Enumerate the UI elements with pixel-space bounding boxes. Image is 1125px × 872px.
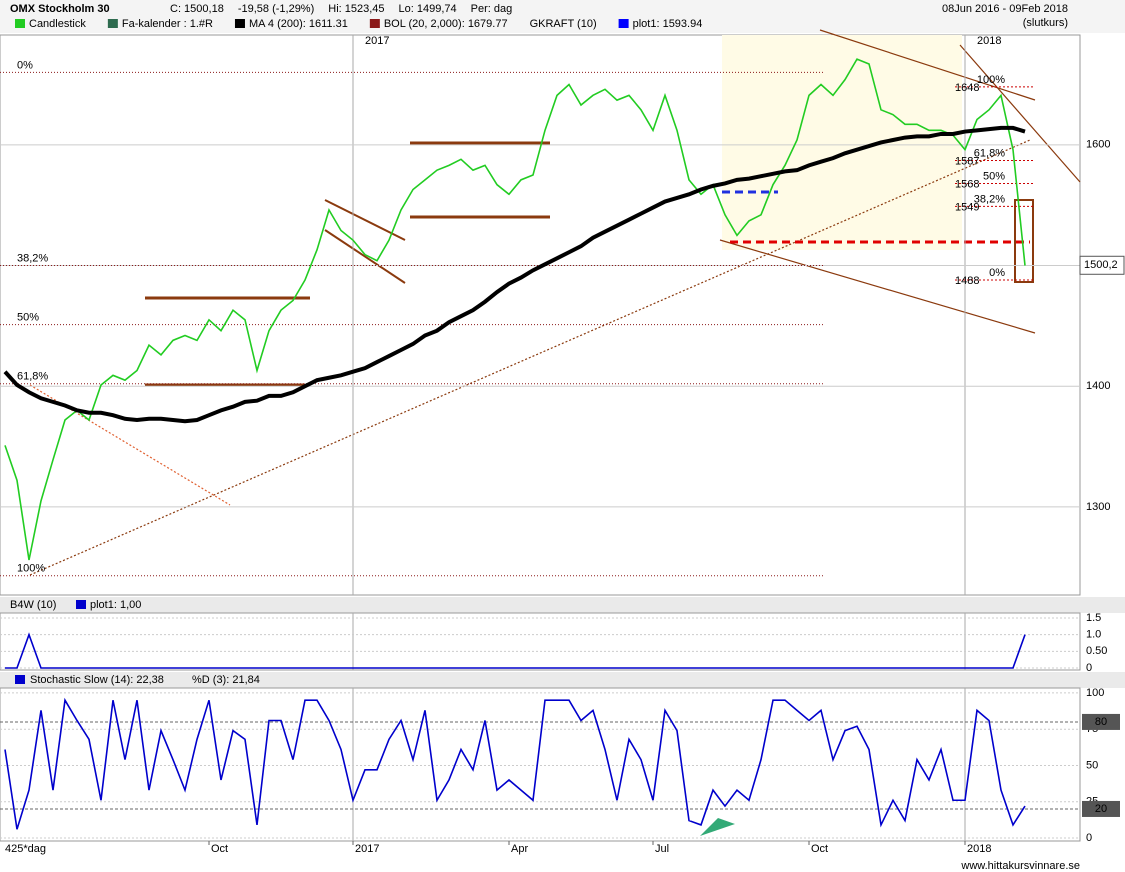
legend-entry: plot1: 1593.94 (633, 18, 703, 30)
legend-swatch (234, 19, 245, 28)
level-box (1082, 713, 1120, 730)
fib-price: 1568 (955, 178, 979, 190)
series-line (3, 125, 1026, 424)
info-item: -19,58 (-1,29%) (238, 3, 314, 15)
fib-level: 61,8% (974, 147, 1005, 159)
info-item: Per: dag (471, 3, 513, 15)
x-tick-label: 2018 (967, 843, 991, 855)
price-tag (1079, 255, 1125, 275)
legend-entry: Fa-kalender : 1.#R (122, 18, 213, 30)
stoch-header (0, 672, 1125, 688)
fib-level: 38,2% (974, 193, 1005, 205)
fib-label: 50% (17, 312, 39, 324)
period-label: 425*dag (5, 843, 46, 855)
y-tick-label: 0 (1086, 662, 1092, 674)
y-tick-label: 0 (1086, 832, 1092, 844)
fib-price: 1549 (955, 201, 979, 213)
x-tick-label: Jul (655, 843, 669, 855)
y-tick-label: 1300 (1086, 501, 1110, 513)
level-label: 80 (1095, 716, 1107, 728)
legend-swatch (107, 19, 118, 28)
stoch-signal: %D (3): 21,84 (192, 674, 260, 686)
signal-arrow (700, 818, 735, 836)
y-tick-label: 100 (1086, 687, 1104, 699)
fib-price: 1587 (955, 155, 979, 167)
legend-entry: MA 4 (200): 1611.31 (249, 18, 348, 30)
instrument-title: OMX Stockholm 30 (10, 3, 110, 15)
fib-level: 50% (983, 170, 1005, 182)
series-line (4, 58, 1026, 561)
y-tick-label: 1.5 (1086, 612, 1101, 624)
fib-level: 0% (989, 267, 1005, 279)
fib-label: 100% (17, 563, 45, 575)
b4w-title: B4W (10) (10, 599, 56, 611)
highlight-zone (722, 35, 962, 250)
fib-label: 61,8% (17, 371, 48, 383)
y-tick-label: 1400 (1086, 380, 1110, 392)
trend-lines (29, 29, 1081, 576)
level-label: 20 (1095, 803, 1107, 815)
fib-level: 100% (977, 74, 1005, 86)
info-item: Lo: 1499,74 (399, 3, 457, 15)
date-range: 08Jun 2016 - 09Feb 2018 (942, 3, 1068, 15)
b4w-header (0, 597, 1125, 613)
fib-label: 0% (17, 59, 33, 71)
legend-swatch (15, 19, 25, 28)
legend-swatch (618, 19, 629, 28)
series-line (4, 697, 1026, 830)
info-item: Hi: 1523,45 (328, 3, 384, 15)
source: www.hittakursvinnare.se (960, 860, 1080, 872)
stoch-panel (0, 687, 1081, 842)
legend-entry: BOL (20, 2,000): 1679.77 (384, 18, 508, 30)
x-tick-label: Apr (511, 843, 528, 855)
price-basis: (slutkurs) (1023, 17, 1068, 29)
stoch-title: Stochastic Slow (14): 22,38 (30, 674, 164, 686)
series-line (5, 632, 1026, 669)
fib-price: 1488 (955, 275, 979, 287)
legend-swatch (76, 600, 86, 609)
b4w-panel (0, 612, 1081, 671)
year-label: 2018 (977, 35, 1001, 47)
legend-entry: GKRAFT (10) (530, 18, 597, 30)
x-tick-label: Oct (811, 843, 828, 855)
legend-swatch (15, 675, 25, 684)
y-tick-label: 50 (1086, 759, 1098, 771)
legend-entry: Candlestick (29, 18, 86, 30)
header-bar (0, 0, 1125, 33)
y-tick-label: 0.50 (1086, 645, 1107, 657)
fib-label: 38,2% (17, 252, 48, 264)
x-tick-label: Oct (211, 843, 228, 855)
level-box (1082, 800, 1120, 817)
price-tag-label: 1500,2 (1084, 259, 1118, 271)
y-tick-label: 1.0 (1086, 629, 1101, 641)
legend-entry: plot1: 1,00 (90, 599, 141, 611)
year-label: 2017 (365, 35, 389, 47)
fib-price: 1648 (955, 82, 979, 94)
x-tick-label: 2017 (355, 843, 379, 855)
y-tick-label: 1600 (1086, 139, 1110, 151)
legend-swatch (369, 19, 380, 28)
info-item: C: 1500,18 (170, 3, 224, 15)
